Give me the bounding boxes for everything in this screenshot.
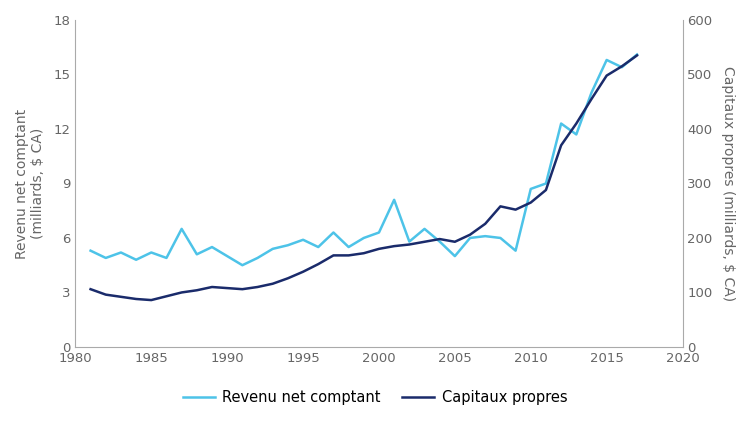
Revenu net comptant	[253, 255, 262, 260]
Capitaux propres	[298, 269, 307, 274]
Revenu net comptant	[587, 90, 596, 95]
Revenu net comptant	[268, 246, 278, 252]
Capitaux propres	[101, 292, 110, 297]
Capitaux propres	[511, 207, 520, 212]
Revenu net comptant	[420, 226, 429, 231]
Revenu net comptant	[177, 226, 186, 231]
Revenu net comptant	[359, 235, 368, 241]
Capitaux propres	[572, 121, 580, 126]
Revenu net comptant	[435, 239, 444, 244]
Revenu net comptant	[116, 250, 125, 255]
Revenu net comptant	[208, 244, 217, 249]
Capitaux propres	[435, 236, 444, 241]
Capitaux propres	[617, 64, 626, 69]
Legend: Revenu net comptant, Capitaux propres: Revenu net comptant, Capitaux propres	[177, 384, 573, 411]
Revenu net comptant	[466, 235, 475, 241]
Capitaux propres	[344, 253, 353, 258]
Capitaux propres	[466, 232, 475, 237]
Capitaux propres	[329, 253, 338, 258]
Capitaux propres	[192, 288, 201, 293]
Line: Revenu net comptant: Revenu net comptant	[91, 54, 637, 265]
Capitaux propres	[587, 97, 596, 102]
Revenu net comptant	[481, 234, 490, 239]
Capitaux propres	[253, 284, 262, 289]
Revenu net comptant	[101, 255, 110, 260]
Capitaux propres	[131, 297, 140, 302]
Capitaux propres	[208, 284, 217, 289]
Revenu net comptant	[556, 121, 566, 126]
Revenu net comptant	[390, 197, 399, 202]
Capitaux propres	[284, 276, 292, 281]
Revenu net comptant	[192, 252, 201, 257]
Capitaux propres	[116, 294, 125, 299]
Capitaux propres	[177, 290, 186, 295]
Capitaux propres	[390, 243, 399, 249]
Capitaux propres	[632, 53, 641, 58]
Revenu net comptant	[602, 57, 611, 62]
Capitaux propres	[496, 204, 505, 209]
Y-axis label: Revenu net comptant
(milliards, $ CA): Revenu net comptant (milliards, $ CA)	[15, 108, 45, 259]
Capitaux propres	[223, 286, 232, 291]
Capitaux propres	[405, 242, 414, 247]
Capitaux propres	[420, 239, 429, 244]
Revenu net comptant	[405, 239, 414, 244]
Capitaux propres	[450, 239, 459, 244]
Revenu net comptant	[131, 257, 140, 262]
Revenu net comptant	[617, 65, 626, 70]
Revenu net comptant	[450, 254, 459, 259]
Revenu net comptant	[526, 187, 536, 192]
Capitaux propres	[359, 251, 368, 256]
Capitaux propres	[526, 200, 536, 205]
Revenu net comptant	[496, 235, 505, 241]
Capitaux propres	[147, 298, 156, 303]
Revenu net comptant	[86, 248, 95, 253]
Revenu net comptant	[284, 243, 292, 248]
Revenu net comptant	[344, 244, 353, 249]
Revenu net comptant	[223, 254, 232, 259]
Capitaux propres	[602, 73, 611, 78]
Capitaux propres	[162, 294, 171, 299]
Revenu net comptant	[298, 237, 307, 242]
Revenu net comptant	[238, 262, 247, 268]
Capitaux propres	[86, 287, 95, 292]
Revenu net comptant	[572, 132, 580, 137]
Capitaux propres	[314, 262, 322, 267]
Revenu net comptant	[632, 52, 641, 57]
Revenu net comptant	[542, 181, 550, 186]
Line: Capitaux propres: Capitaux propres	[91, 55, 637, 300]
Revenu net comptant	[147, 250, 156, 255]
Capitaux propres	[374, 246, 383, 252]
Revenu net comptant	[162, 255, 171, 260]
Revenu net comptant	[329, 230, 338, 235]
Capitaux propres	[238, 287, 247, 292]
Capitaux propres	[268, 281, 278, 286]
Capitaux propres	[556, 143, 566, 148]
Capitaux propres	[542, 187, 550, 192]
Revenu net comptant	[511, 248, 520, 253]
Y-axis label: Capitaux propres (milliards, $ CA): Capitaux propres (milliards, $ CA)	[721, 66, 735, 301]
Capitaux propres	[481, 221, 490, 226]
Revenu net comptant	[314, 244, 322, 249]
Revenu net comptant	[374, 230, 383, 235]
